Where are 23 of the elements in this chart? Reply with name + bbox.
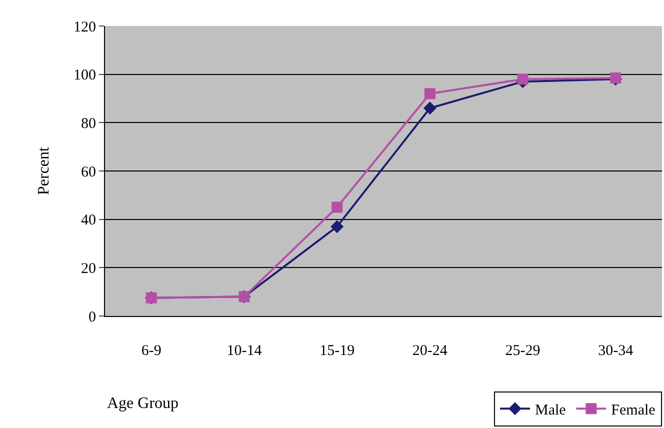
x-tick-label: 25-29 <box>505 343 540 359</box>
point <box>517 74 528 85</box>
y-axis-title: Percent <box>35 146 52 195</box>
x-axis-title: Age Group <box>107 395 179 412</box>
legend-label: Male <box>535 402 566 418</box>
point <box>332 202 343 213</box>
y-tick-label: 40 <box>81 212 96 229</box>
y-tick-label: 80 <box>81 116 96 132</box>
y-tick-label: 100 <box>74 68 96 84</box>
x-tick-label: 15-19 <box>320 343 355 359</box>
x-tick-label: 30-34 <box>598 343 634 359</box>
x-tick-label: 10-14 <box>226 343 262 359</box>
legend-label: Female <box>611 402 656 418</box>
y-tick-label: 60 <box>81 164 96 180</box>
point <box>330 220 344 234</box>
y-tick-label: 20 <box>81 260 96 277</box>
y-tick-label: 120 <box>74 19 96 36</box>
x-tick-label: 6-9 <box>141 343 162 359</box>
y-tick-label: 0 <box>88 309 96 326</box>
x-tick-label: 20-24 <box>412 343 448 359</box>
point <box>424 88 436 100</box>
point <box>610 72 622 84</box>
point <box>423 102 436 115</box>
